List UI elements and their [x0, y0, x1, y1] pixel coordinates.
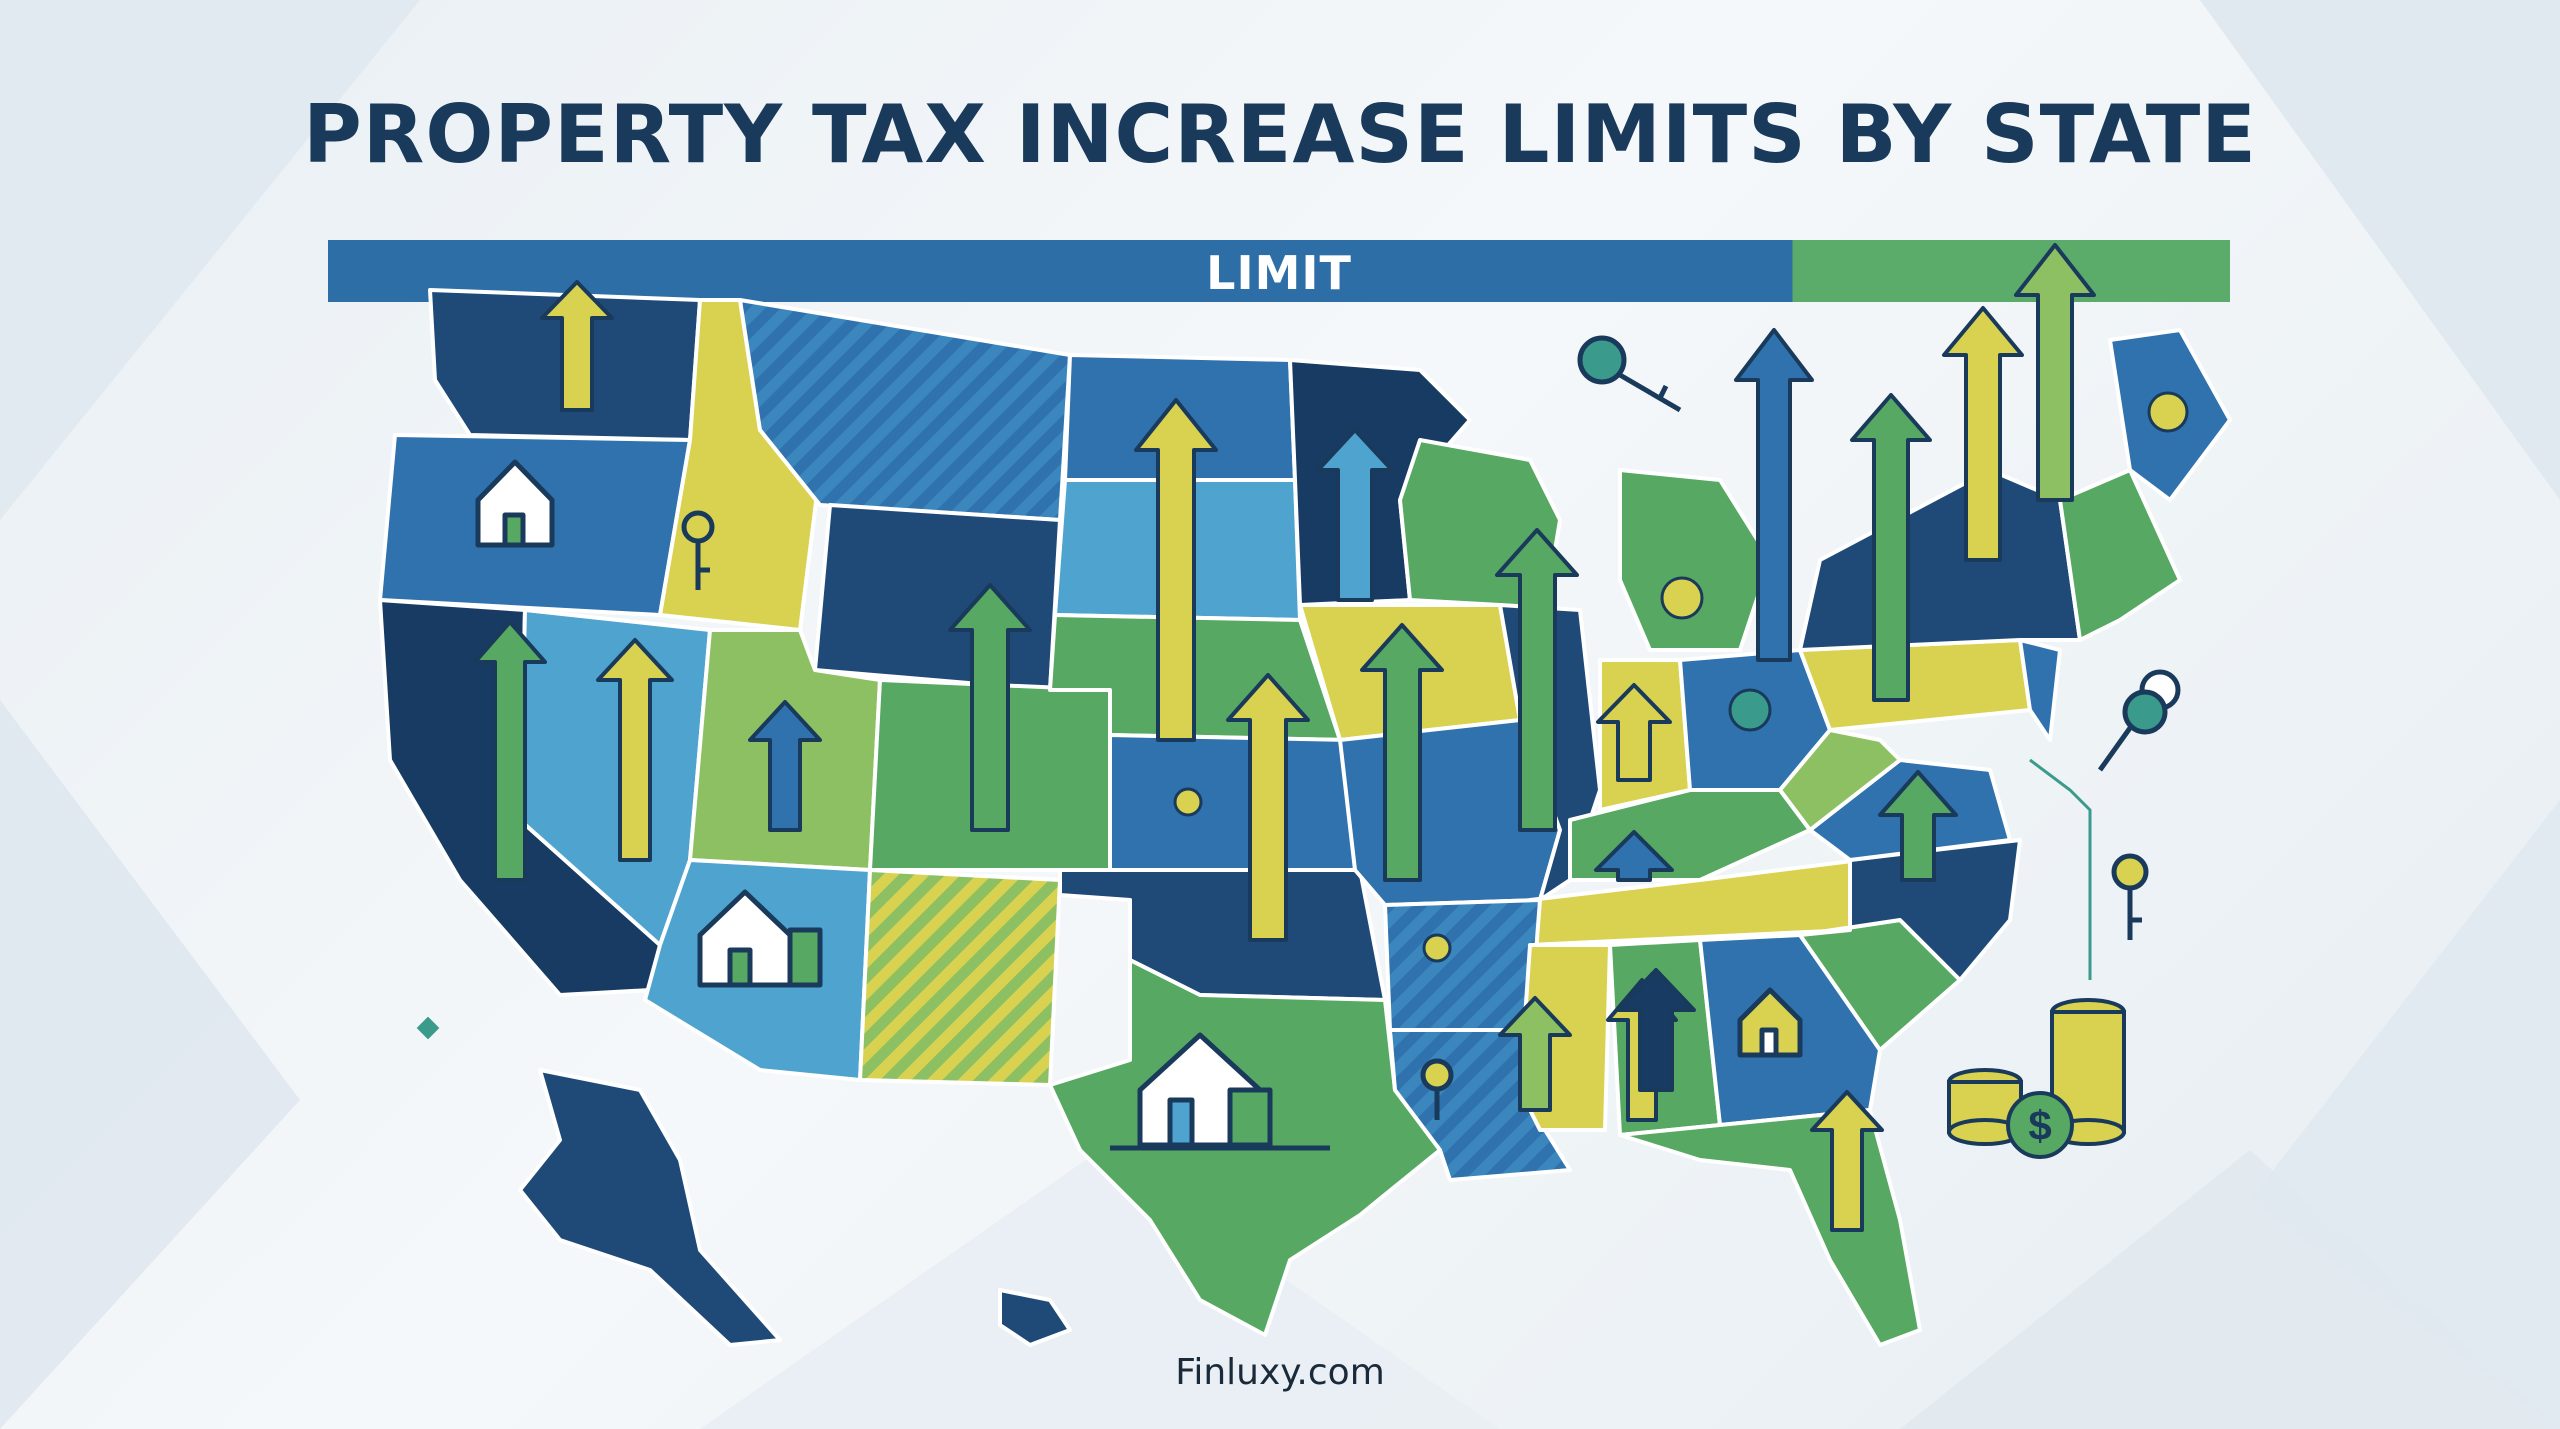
- state-new-england: [2058, 468, 2182, 642]
- up-arrow-icon: [1360, 623, 1444, 882]
- up-arrow-icon: [948, 583, 1032, 832]
- up-arrow-icon: [1495, 528, 1579, 832]
- up-arrow-icon: [540, 280, 614, 412]
- page-title: PROPERTY TAX INCREASE LIMITS BY STATE: [303, 88, 2257, 181]
- up-arrow-icon: [1594, 830, 1674, 882]
- marker-dot: [1728, 688, 1772, 732]
- up-arrow-icon: [748, 700, 822, 832]
- key-icon: [681, 510, 715, 590]
- marker-dot: [1173, 787, 1203, 817]
- up-arrow-icon: [1226, 673, 1310, 942]
- up-arrow-icon: [596, 638, 674, 862]
- key-group: [681, 335, 2181, 1120]
- house-group: [475, 459, 1803, 1151]
- up-arrow-icon: [1134, 398, 1218, 742]
- state-new-mexico: [858, 868, 1062, 1087]
- key-icon: [1420, 1058, 1454, 1120]
- marker-dot: [1422, 933, 1452, 963]
- state-oklahoma: [1058, 868, 1387, 1002]
- house-icon: [475, 459, 555, 548]
- state-new-jersey: [2018, 638, 2062, 742]
- arrow-group: [473, 243, 2096, 1232]
- house-icon: [1110, 1032, 1330, 1151]
- up-arrow-icon: [1316, 428, 1394, 602]
- dot-group: [1173, 391, 2189, 963]
- up-arrow-icon: [1878, 770, 1958, 882]
- state-north-carolina: [1798, 838, 2022, 982]
- marker-dot: [2147, 391, 2189, 433]
- dollar-icon: $: [2006, 1091, 2074, 1159]
- up-arrow-icon: [1850, 393, 1932, 702]
- up-arrow-icon: [2014, 243, 2096, 502]
- key-icon: [2097, 669, 2181, 772]
- state-michigan: [1618, 468, 1772, 652]
- state-hawaii: [998, 1288, 1072, 1347]
- house-icon: [697, 889, 823, 988]
- svg-text:$: $: [2028, 1102, 2051, 1149]
- house-icon: [1737, 987, 1803, 1058]
- limit-label: LIMIT: [1206, 246, 1352, 300]
- state-kansas: [1108, 733, 1357, 872]
- up-arrow-icon: [473, 620, 547, 882]
- state-arkansas: [1383, 898, 1542, 1032]
- key-icon: [2111, 853, 2149, 940]
- up-arrow-icon: [1810, 1090, 1884, 1232]
- connector-line: [2029, 758, 2092, 980]
- up-arrow-icon: [1596, 683, 1672, 782]
- up-arrow-icon: [1734, 328, 1814, 662]
- state-pennsylvania: [1798, 638, 2032, 732]
- key-icon: [1577, 335, 1682, 413]
- state-wyoming: [813, 503, 1062, 692]
- up-arrow-icon: [1942, 306, 2024, 562]
- state-florida: [1618, 1108, 1922, 1347]
- decor-diamond: [416, 1016, 440, 1040]
- up-arrow-icon: [1616, 968, 1696, 1092]
- state-west-virginia: [1778, 728, 1902, 832]
- state-alaska: [518, 1068, 782, 1347]
- footer-brand: Finluxy.com: [1175, 1352, 1385, 1393]
- up-arrow-icon: [1498, 996, 1572, 1112]
- limit-bar: LIMIT: [328, 240, 2230, 302]
- marker-dot: [1660, 576, 1704, 620]
